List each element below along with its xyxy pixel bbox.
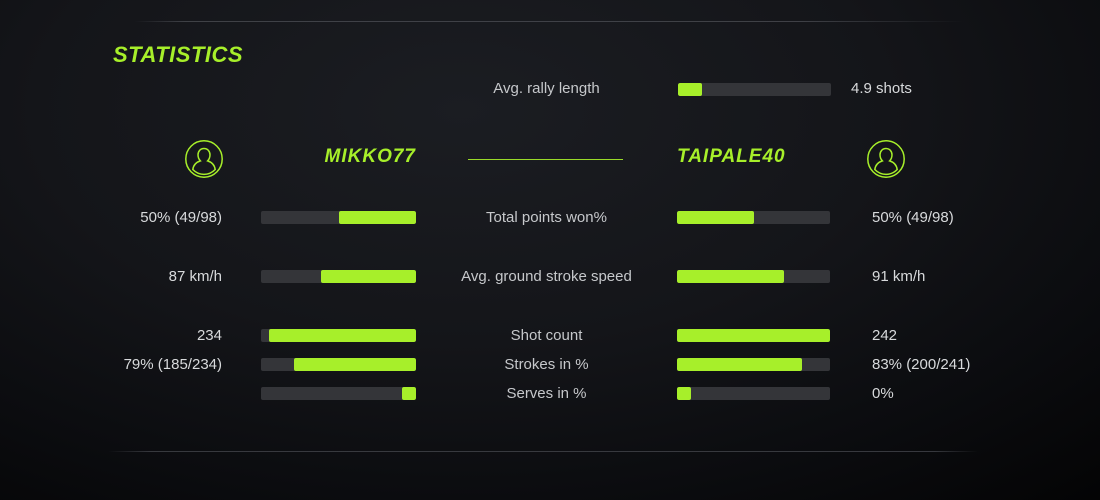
right-bar: [677, 270, 830, 283]
right-value: 83% (200/241): [872, 356, 971, 373]
left-value: 50% (49/98): [140, 209, 222, 226]
left-bar: [261, 329, 416, 342]
left-value: 234: [196, 327, 222, 344]
stat-row: Serves in % 0%: [0, 379, 1100, 408]
left-value: 87 km/h: [168, 268, 222, 285]
left-bar-cell: [261, 358, 416, 371]
right-bar: [677, 358, 830, 371]
bottom-divider: [108, 451, 978, 452]
page-title: STATISTICS: [113, 42, 244, 67]
left-bar-cell: [261, 329, 416, 342]
right-bar-fill: [677, 329, 830, 342]
stat-row: 87 km/h Avg. ground stroke speed 91 km/h: [0, 262, 1100, 291]
stat-label: Strokes in %: [504, 356, 589, 373]
left-bar-fill: [293, 358, 416, 371]
right-bar: [677, 329, 830, 342]
right-bar-fill: [677, 358, 803, 371]
left-bar-fill: [338, 211, 416, 224]
avg-rally-length-value: 4.9 shots: [851, 80, 912, 97]
center-rule: [468, 159, 623, 160]
player-left-name: MIKKO77: [324, 146, 416, 167]
stat-row: 234 Shot count 242: [0, 321, 1100, 350]
stat-label: Serves in %: [506, 385, 587, 402]
left-bar: [261, 358, 416, 371]
right-bar: [677, 211, 830, 224]
right-value: 0%: [872, 385, 894, 402]
right-value: 242: [872, 327, 898, 344]
player-right-name: TAIPALE40: [677, 146, 786, 167]
avg-rally-length-row: Avg. rally length 4.9 shots: [0, 80, 1100, 100]
left-bar: [261, 211, 416, 224]
players-header-row: MIKKO77 TAIPALE40: [0, 138, 1100, 180]
right-bar-fill: [677, 270, 785, 283]
left-bar: [261, 387, 416, 400]
right-bar: [677, 387, 830, 400]
stat-label: Total points won%: [486, 209, 607, 226]
right-value: 91 km/h: [872, 268, 926, 285]
avg-rally-length-label: Avg. rally length: [493, 80, 600, 97]
player-right-avatar-icon: [866, 139, 906, 179]
right-bar-fill: [677, 211, 754, 224]
stat-label: Shot count: [510, 327, 583, 344]
avg-rally-length-bar-fill: [678, 83, 703, 96]
right-bar-fill: [677, 387, 691, 400]
stat-row: 50% (49/98) Total points won% 50% (49/98…: [0, 203, 1100, 232]
left-bar-fill: [268, 329, 416, 342]
left-bar-cell: [261, 270, 416, 283]
left-value: 79% (185/234): [123, 356, 222, 373]
avg-rally-length-bar: [678, 83, 831, 96]
left-bar-fill: [321, 270, 416, 283]
stat-rows: 50% (49/98) Total points won% 50% (49/98…: [0, 203, 1100, 408]
player-left-avatar-icon: [184, 139, 224, 179]
left-bar-cell: [261, 211, 416, 224]
left-bar-fill: [402, 387, 416, 400]
left-bar-cell: [261, 387, 416, 400]
top-divider: [135, 21, 965, 22]
left-bar: [261, 270, 416, 283]
right-value: 50% (49/98): [872, 209, 954, 226]
stat-label: Avg. ground stroke speed: [461, 268, 632, 285]
stat-row: 79% (185/234) Strokes in % 83% (200/241): [0, 350, 1100, 379]
